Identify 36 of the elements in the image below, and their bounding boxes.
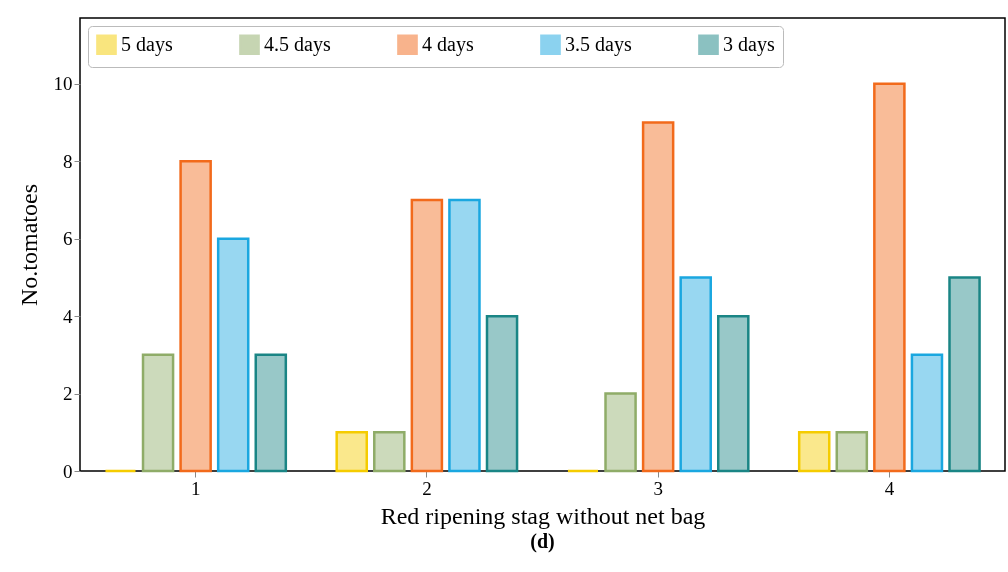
bar (216, 237, 250, 473)
bar (873, 82, 906, 473)
bar (141, 353, 175, 473)
x-axis-title: Red ripening stag without net bag (380, 502, 706, 529)
bar (179, 160, 212, 473)
bar (254, 353, 288, 473)
y-tick-label: 8 (63, 150, 73, 172)
y-tick-label: 10 (53, 73, 73, 95)
bar (948, 276, 981, 473)
bar (641, 121, 675, 473)
bar (448, 198, 481, 473)
bar (373, 431, 406, 473)
x-tick-label: 4 (884, 477, 895, 499)
bar (679, 276, 712, 473)
legend-label: 3 days (723, 32, 775, 56)
bar (410, 198, 444, 473)
legend-label: 5 days (121, 32, 173, 56)
bar (797, 431, 831, 473)
bar (835, 431, 869, 473)
legend-label: 4.5 days (264, 32, 331, 56)
y-tick-label: 4 (63, 305, 73, 327)
x-tick-label: 3 (653, 477, 663, 499)
bar (910, 353, 944, 473)
text: (d) (530, 530, 555, 553)
bar (485, 314, 519, 473)
y-tick-label: 2 (63, 383, 73, 405)
legend-label: 3.5 days (565, 32, 632, 56)
y-tick-label: 6 (63, 228, 73, 250)
x-tick-label: 2 (422, 477, 432, 499)
bar (335, 431, 368, 473)
y-tick-label: 0 (63, 460, 73, 482)
y-axis-title: No.tomatoes (15, 184, 42, 306)
bar (604, 392, 637, 473)
bar (717, 314, 750, 473)
legend-label: 4 days (422, 32, 474, 56)
x-tick-label: 1 (190, 477, 201, 499)
